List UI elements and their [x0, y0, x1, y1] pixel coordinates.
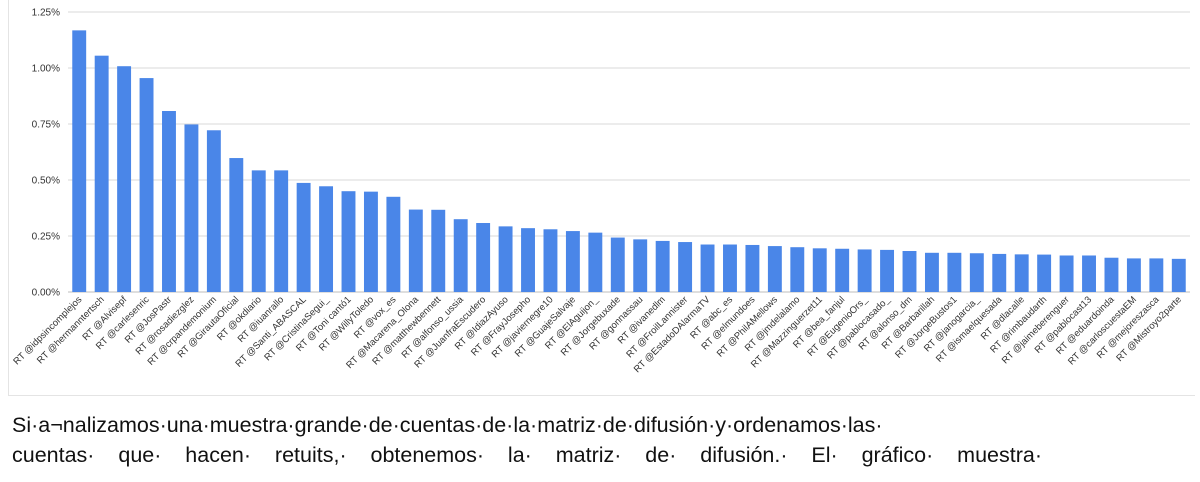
bar — [1171, 258, 1186, 292]
bar — [992, 253, 1007, 292]
y-tick-label: 0.50% — [32, 176, 60, 187]
bar — [565, 231, 580, 292]
bar — [947, 252, 962, 292]
bar — [476, 223, 491, 292]
bar — [790, 247, 805, 292]
y-axis-ticks: 0.00% 0.25% 0.50% 0.75% 1.00% 1.25% — [32, 8, 60, 299]
y-tick-label: 0.25% — [32, 232, 60, 243]
bars — [72, 30, 1186, 293]
bar — [543, 229, 558, 292]
bar — [162, 111, 176, 293]
bar — [610, 237, 625, 292]
bar — [251, 170, 266, 292]
bar — [1149, 258, 1164, 292]
y-tick-label: 0.00% — [32, 288, 60, 299]
bar — [1014, 254, 1029, 292]
bar — [94, 55, 109, 293]
bar — [924, 252, 939, 292]
bar — [408, 209, 423, 292]
bar — [117, 66, 132, 292]
bar — [880, 249, 895, 292]
bar — [767, 246, 782, 292]
bar — [521, 228, 535, 292]
y-tick-label: 1.25% — [32, 8, 60, 19]
bar — [139, 78, 154, 292]
bar — [812, 248, 827, 292]
bar — [588, 232, 603, 292]
bar — [363, 191, 378, 292]
bar — [229, 158, 244, 292]
bar — [1037, 254, 1052, 292]
bar — [1104, 257, 1119, 292]
caption-line-1: Si·a¬nalizamos·una·muestra·grande·de·cue… — [12, 413, 883, 437]
bar — [184, 124, 199, 292]
bar — [1126, 258, 1141, 292]
bar-chart: 0.00% 0.25% 0.50% 0.75% 1.00% 1.25% RT @idpsi… — [11, 8, 1190, 375]
bar — [1059, 255, 1074, 292]
bar — [319, 186, 334, 292]
y-tick-label: 0.75% — [32, 120, 60, 131]
bar — [655, 240, 670, 292]
bar — [700, 244, 715, 292]
bar — [453, 219, 468, 292]
bar — [835, 248, 850, 292]
bar — [386, 196, 401, 292]
bar — [969, 253, 984, 292]
bar — [341, 191, 356, 292]
chart-container: 0.00% 0.25% 0.50% 0.75% 1.00% 1.25% RT @idpsi… — [8, 0, 1195, 396]
bar — [72, 30, 87, 292]
bar — [745, 244, 760, 292]
bar — [206, 130, 221, 292]
y-tick-label: 1.00% — [32, 64, 60, 75]
bar — [678, 242, 693, 292]
bar — [857, 249, 872, 292]
bar — [633, 239, 648, 292]
bar — [723, 244, 737, 292]
bar — [1082, 255, 1096, 292]
bar — [274, 170, 289, 292]
bar — [902, 251, 917, 292]
bar — [431, 209, 446, 292]
caption-line-2: cuentas· que· hacen· retuits,· obtenemos… — [12, 443, 1042, 467]
caption-text: Si·a¬nalizamos·una·muestra·grande·de·cue… — [12, 410, 1192, 470]
bar — [296, 182, 311, 292]
bar — [498, 226, 513, 292]
